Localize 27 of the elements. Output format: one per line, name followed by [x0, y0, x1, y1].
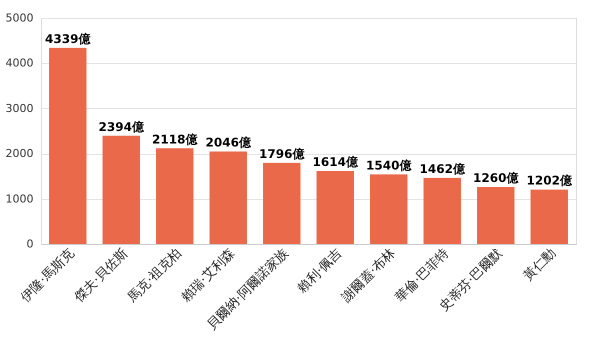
- data-label: 2046億: [206, 136, 252, 150]
- bar: [156, 148, 194, 244]
- data-label: 1260億: [473, 171, 520, 186]
- bar: [424, 178, 461, 244]
- bar: [370, 174, 408, 244]
- y-tick-label: 4000: [6, 56, 34, 70]
- data-label: 1796億: [259, 146, 306, 161]
- y-tick-label: 1000: [6, 192, 34, 206]
- y-tick-label: 5000: [6, 12, 34, 24]
- bar: [102, 136, 140, 244]
- bar: [210, 152, 247, 244]
- y-tick-label: 2000: [6, 147, 34, 160]
- data-label: 4339億: [45, 32, 92, 46]
- data-label: 1462億: [420, 162, 466, 176]
- bar: [49, 48, 86, 244]
- y-tick-label: 3000: [6, 102, 34, 115]
- x-tick-label: 黃仁勳: [520, 246, 560, 284]
- data-label: 1614億: [312, 155, 359, 170]
- data-label: 1540億: [366, 158, 412, 172]
- bar: [316, 171, 354, 244]
- bar: [530, 190, 568, 244]
- data-label: 2118億: [152, 132, 198, 146]
- data-label: 2394億: [98, 120, 145, 134]
- bar: [263, 162, 300, 244]
- data-label: 1202億: [526, 174, 573, 188]
- y-tick-label: 0: [26, 238, 34, 250]
- bar: [477, 187, 514, 244]
